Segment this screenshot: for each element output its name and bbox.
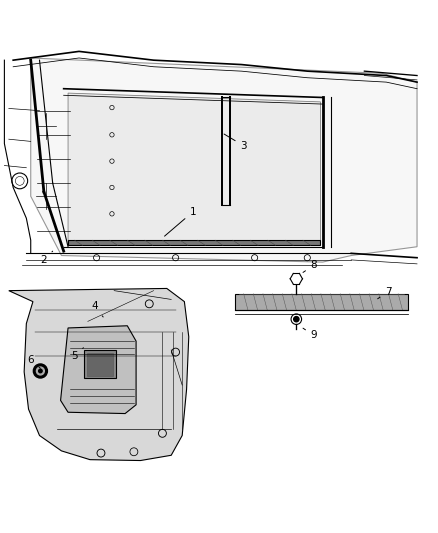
Polygon shape [68,240,320,245]
Text: 1: 1 [164,207,196,236]
Polygon shape [9,288,188,461]
Polygon shape [60,326,136,414]
Polygon shape [31,58,416,262]
Circle shape [39,369,42,373]
Bar [84,350,116,378]
Text: 2: 2 [40,251,53,265]
Text: 4: 4 [91,301,103,317]
Text: 8: 8 [302,260,317,272]
Text: 9: 9 [302,328,317,341]
Circle shape [293,317,298,322]
Bar [87,352,113,376]
Text: 3: 3 [223,134,247,151]
Circle shape [36,367,44,375]
Circle shape [33,364,47,378]
Text: 5: 5 [71,348,83,361]
Polygon shape [68,93,320,245]
Text: 7: 7 [377,287,391,299]
Text: 6: 6 [27,354,40,368]
Polygon shape [234,294,407,310]
